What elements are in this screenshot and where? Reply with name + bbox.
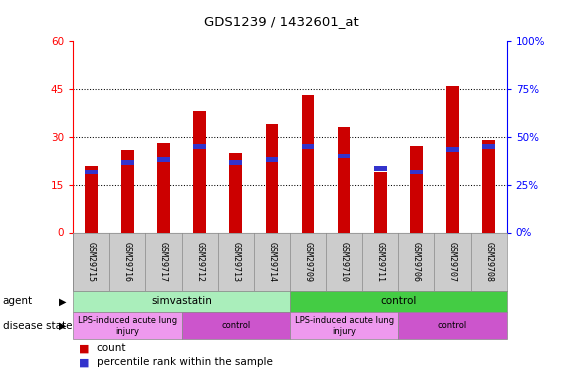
- Bar: [85, 166, 97, 232]
- Bar: [121, 160, 133, 165]
- Text: percentile rank within the sample: percentile rank within the sample: [97, 357, 272, 368]
- Text: GSM29706: GSM29706: [412, 242, 421, 282]
- Text: GSM29707: GSM29707: [448, 242, 457, 282]
- Text: control: control: [380, 297, 417, 306]
- Bar: [446, 147, 459, 152]
- Text: GSM29714: GSM29714: [267, 242, 276, 282]
- Bar: [338, 128, 350, 232]
- Bar: [266, 124, 278, 232]
- Bar: [85, 170, 97, 174]
- Text: GSM29711: GSM29711: [376, 242, 385, 282]
- Bar: [410, 147, 423, 232]
- Bar: [290, 291, 507, 312]
- Bar: [121, 150, 133, 232]
- Text: count: count: [97, 343, 126, 353]
- Bar: [157, 157, 170, 162]
- Text: GDS1239 / 1432601_at: GDS1239 / 1432601_at: [204, 15, 359, 28]
- Bar: [302, 96, 314, 232]
- Text: disease state: disease state: [3, 321, 72, 331]
- Bar: [73, 291, 290, 312]
- Bar: [410, 170, 423, 174]
- Bar: [482, 144, 495, 149]
- Text: GSM29715: GSM29715: [87, 242, 96, 282]
- Text: control: control: [438, 321, 467, 330]
- Bar: [446, 86, 459, 232]
- Bar: [374, 172, 387, 232]
- Bar: [266, 157, 278, 162]
- Bar: [73, 312, 181, 339]
- Text: LPS-induced acute lung
injury: LPS-induced acute lung injury: [294, 316, 394, 336]
- Text: ■: ■: [79, 343, 90, 353]
- Bar: [193, 144, 206, 149]
- Text: GSM29713: GSM29713: [231, 242, 240, 282]
- Text: GSM29709: GSM29709: [303, 242, 312, 282]
- Text: simvastatin: simvastatin: [151, 297, 212, 306]
- Bar: [230, 160, 242, 165]
- Bar: [193, 111, 206, 232]
- Text: agent: agent: [3, 297, 33, 306]
- Text: GSM29708: GSM29708: [484, 242, 493, 282]
- Text: GSM29710: GSM29710: [339, 242, 348, 282]
- Text: control: control: [221, 321, 251, 330]
- Text: ▶: ▶: [59, 297, 67, 306]
- Bar: [290, 312, 399, 339]
- Text: GSM29712: GSM29712: [195, 242, 204, 282]
- Text: LPS-induced acute lung
injury: LPS-induced acute lung injury: [78, 316, 177, 336]
- Bar: [157, 143, 170, 232]
- Bar: [338, 154, 350, 158]
- Bar: [181, 312, 290, 339]
- Text: ■: ■: [79, 357, 90, 368]
- Bar: [302, 144, 314, 149]
- Bar: [482, 140, 495, 232]
- Text: GSM29717: GSM29717: [159, 242, 168, 282]
- Bar: [399, 312, 507, 339]
- Text: ▶: ▶: [59, 321, 67, 331]
- Text: GSM29716: GSM29716: [123, 242, 132, 282]
- Bar: [230, 153, 242, 232]
- Bar: [374, 166, 387, 171]
